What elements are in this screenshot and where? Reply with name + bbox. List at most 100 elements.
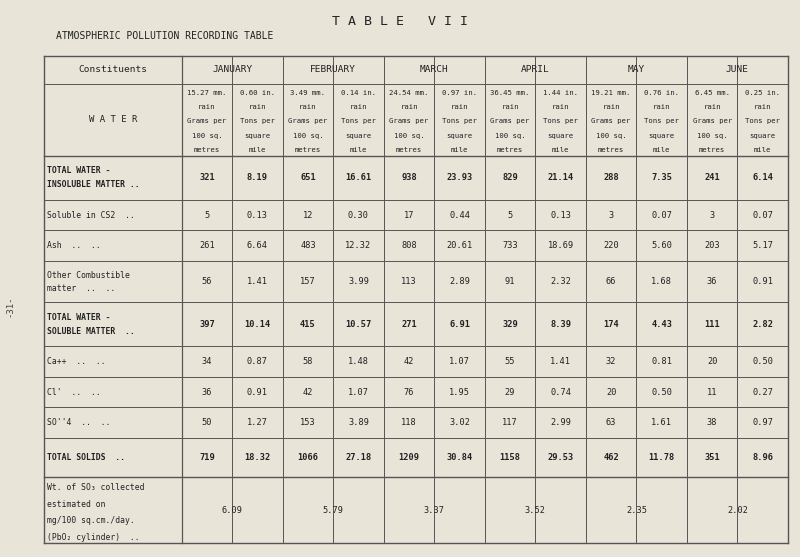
Text: Wt. of SO₃ collected: Wt. of SO₃ collected <box>47 483 145 492</box>
Text: 1209: 1209 <box>398 453 419 462</box>
Text: 10.57: 10.57 <box>346 320 372 329</box>
Text: 3: 3 <box>710 211 715 219</box>
Text: 8.19: 8.19 <box>247 173 268 182</box>
Text: 5: 5 <box>507 211 513 219</box>
Text: 271: 271 <box>401 320 417 329</box>
Text: 241: 241 <box>704 173 720 182</box>
Text: 0.60 in.: 0.60 in. <box>240 90 275 96</box>
Text: rain: rain <box>703 104 721 110</box>
Text: 3.49 mm.: 3.49 mm. <box>290 90 326 96</box>
Text: 24.54 mm.: 24.54 mm. <box>390 90 429 96</box>
Text: metres: metres <box>598 147 624 153</box>
Text: 6.64: 6.64 <box>247 241 268 250</box>
Text: 8.39: 8.39 <box>550 320 571 329</box>
Text: 63: 63 <box>606 418 616 427</box>
Text: JUNE: JUNE <box>726 65 749 74</box>
Text: 2.35: 2.35 <box>626 506 647 515</box>
Text: 56: 56 <box>202 277 212 286</box>
Text: 12.32: 12.32 <box>346 241 372 250</box>
Text: 100 sq.: 100 sq. <box>697 133 727 139</box>
Text: 0.07: 0.07 <box>752 211 774 219</box>
Text: 1158: 1158 <box>499 453 521 462</box>
Text: 34: 34 <box>202 357 212 366</box>
Text: 203: 203 <box>704 241 720 250</box>
Text: 5.17: 5.17 <box>752 241 774 250</box>
Text: 36.45 mm.: 36.45 mm. <box>490 90 530 96</box>
Text: 18.32: 18.32 <box>244 453 270 462</box>
Text: 100 sq.: 100 sq. <box>596 133 626 139</box>
Text: rain: rain <box>552 104 570 110</box>
Text: 100 sq.: 100 sq. <box>293 133 323 139</box>
Text: 6.14: 6.14 <box>752 173 774 182</box>
Text: INSOLUBLE MATTER ..: INSOLUBLE MATTER .. <box>47 180 140 189</box>
Text: 15.27 mm.: 15.27 mm. <box>187 90 226 96</box>
Text: 42: 42 <box>404 357 414 366</box>
Text: rain: rain <box>602 104 620 110</box>
Text: 2.89: 2.89 <box>449 277 470 286</box>
Text: square: square <box>547 133 574 139</box>
Text: 1.95: 1.95 <box>449 388 470 397</box>
Text: 2.82: 2.82 <box>752 320 774 329</box>
Text: 19.21 mm.: 19.21 mm. <box>591 90 631 96</box>
Text: metres: metres <box>699 147 726 153</box>
Text: 42: 42 <box>302 388 314 397</box>
Text: 415: 415 <box>300 320 316 329</box>
Text: 1.27: 1.27 <box>247 418 268 427</box>
Text: metres: metres <box>194 147 220 153</box>
Text: 733: 733 <box>502 241 518 250</box>
Text: 36: 36 <box>202 388 212 397</box>
Text: rain: rain <box>350 104 367 110</box>
Text: Tons per: Tons per <box>644 118 679 124</box>
Text: 100 sq.: 100 sq. <box>494 133 526 139</box>
Text: 76: 76 <box>404 388 414 397</box>
Text: 288: 288 <box>603 173 619 182</box>
Text: -31-: -31- <box>6 296 15 317</box>
Text: W A T E R: W A T E R <box>89 115 137 124</box>
Text: 4.43: 4.43 <box>651 320 672 329</box>
Text: 153: 153 <box>300 418 316 427</box>
Text: 1.68: 1.68 <box>651 277 672 286</box>
Text: 16.61: 16.61 <box>346 173 372 182</box>
Text: 11.78: 11.78 <box>649 453 674 462</box>
Text: rain: rain <box>249 104 266 110</box>
Text: 157: 157 <box>300 277 316 286</box>
Text: 0.07: 0.07 <box>651 211 672 219</box>
Text: 0.13: 0.13 <box>247 211 268 219</box>
Text: mile: mile <box>754 147 771 153</box>
Text: Grams per: Grams per <box>693 118 732 124</box>
Text: 0.50: 0.50 <box>752 357 774 366</box>
Text: metres: metres <box>396 147 422 153</box>
Text: 5: 5 <box>204 211 210 219</box>
Text: rain: rain <box>451 104 468 110</box>
Text: square: square <box>649 133 674 139</box>
Text: 651: 651 <box>300 173 316 182</box>
Text: rain: rain <box>653 104 670 110</box>
Text: 55: 55 <box>505 357 515 366</box>
Text: mile: mile <box>552 147 570 153</box>
Text: 0.97: 0.97 <box>752 418 774 427</box>
Text: ATMOSPHERIC POLLUTION RECORDING TABLE: ATMOSPHERIC POLLUTION RECORDING TABLE <box>56 31 274 41</box>
Text: 483: 483 <box>300 241 316 250</box>
Text: 100 sq.: 100 sq. <box>191 133 222 139</box>
Text: 397: 397 <box>199 320 214 329</box>
Text: 21.14: 21.14 <box>547 173 574 182</box>
Text: Constituents: Constituents <box>78 65 147 74</box>
Text: 1.44 in.: 1.44 in. <box>543 90 578 96</box>
Text: TOTAL WATER -: TOTAL WATER - <box>47 166 110 175</box>
Text: 50: 50 <box>202 418 212 427</box>
Text: 3.52: 3.52 <box>525 506 546 515</box>
Text: 719: 719 <box>199 453 214 462</box>
Text: TOTAL SOLIDS  ..: TOTAL SOLIDS .. <box>47 453 125 462</box>
Text: 2.99: 2.99 <box>550 418 571 427</box>
Text: 220: 220 <box>603 241 619 250</box>
Text: 10.14: 10.14 <box>244 320 270 329</box>
Text: 66: 66 <box>606 277 616 286</box>
Text: 1.48: 1.48 <box>348 357 369 366</box>
Text: 17: 17 <box>404 211 414 219</box>
Text: 20.61: 20.61 <box>446 241 473 250</box>
Text: metres: metres <box>497 147 523 153</box>
Text: matter  ..  ..: matter .. .. <box>47 284 115 292</box>
Text: mile: mile <box>451 147 468 153</box>
Text: metres: metres <box>295 147 321 153</box>
Text: 6.45 mm.: 6.45 mm. <box>694 90 730 96</box>
